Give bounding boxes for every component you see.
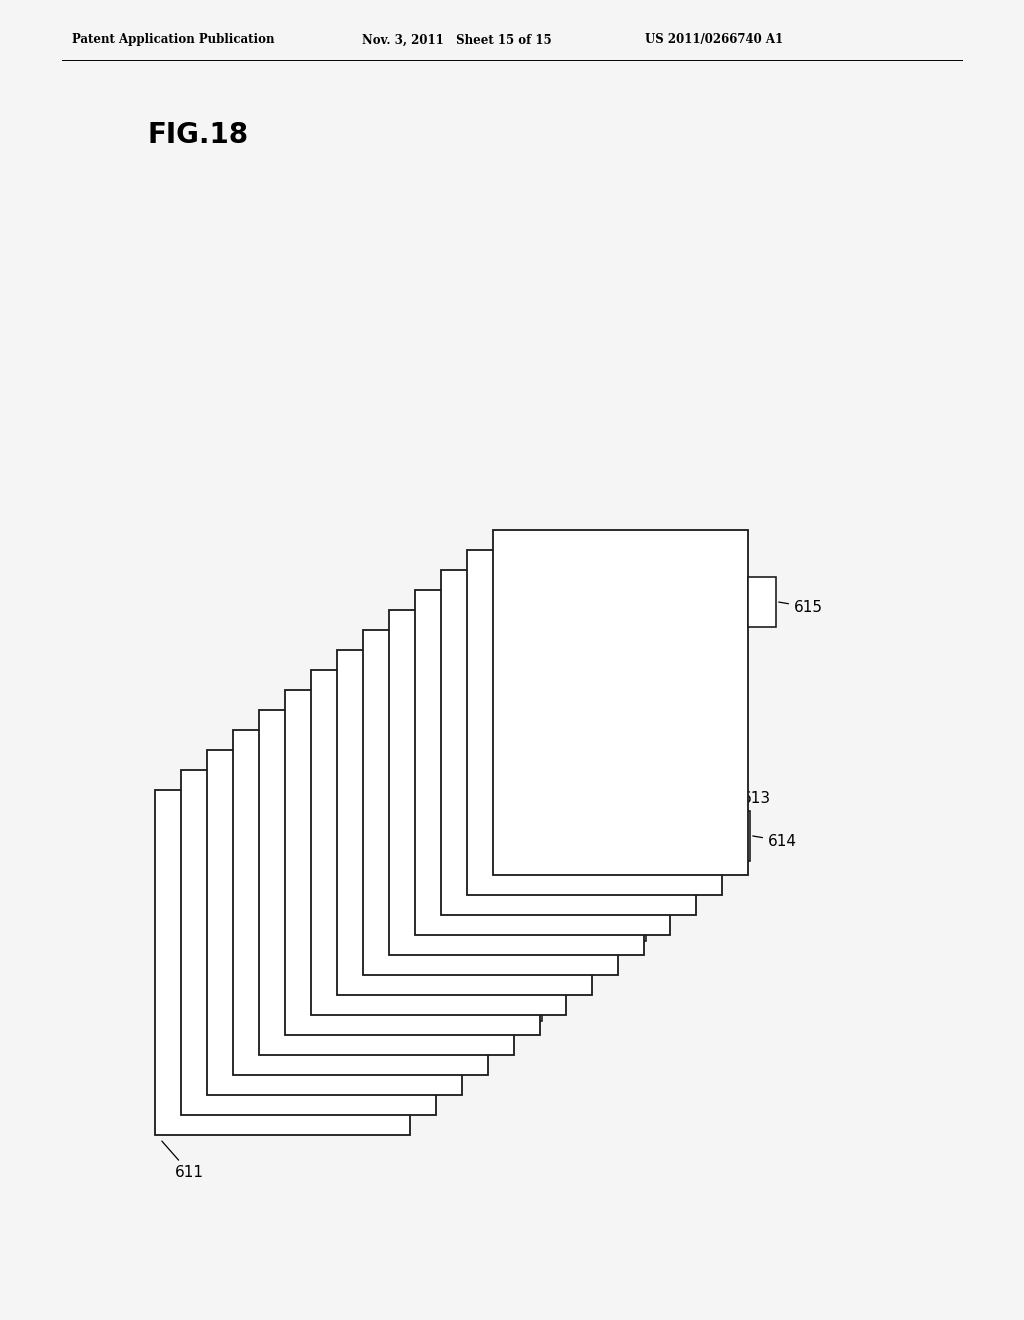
Text: 611: 611: [162, 1140, 204, 1180]
Bar: [181, 770, 436, 1115]
Text: 615: 615: [505, 929, 553, 953]
Bar: [337, 649, 592, 995]
Text: Patent Application Publication: Patent Application Publication: [72, 33, 274, 46]
Bar: [722, 810, 750, 861]
Bar: [748, 577, 776, 627]
Bar: [415, 590, 670, 935]
Text: 614: 614: [753, 833, 797, 849]
Bar: [155, 789, 410, 1135]
Bar: [467, 550, 722, 895]
Bar: [259, 710, 514, 1055]
Text: 612: 612: [700, 735, 745, 751]
Bar: [311, 671, 566, 1015]
Bar: [233, 730, 488, 1074]
Text: 615: 615: [778, 599, 823, 615]
Text: Nov. 3, 2011   Sheet 15 of 15: Nov. 3, 2011 Sheet 15 of 15: [362, 33, 552, 46]
Bar: [592, 849, 620, 899]
Bar: [436, 817, 464, 867]
Bar: [493, 531, 748, 875]
Text: 613: 613: [453, 818, 501, 845]
Bar: [514, 970, 542, 1020]
Bar: [441, 570, 696, 915]
Bar: [285, 690, 540, 1035]
Text: FIG.18: FIG.18: [148, 121, 249, 149]
Bar: [644, 656, 672, 706]
Text: US 2011/0266740 A1: US 2011/0266740 A1: [645, 33, 783, 46]
Bar: [462, 873, 490, 923]
Bar: [540, 737, 568, 787]
Bar: [618, 891, 646, 940]
Bar: [207, 750, 462, 1096]
Bar: [670, 713, 698, 763]
Bar: [389, 610, 644, 954]
Text: 613: 613: [727, 792, 771, 807]
Text: 614: 614: [478, 874, 527, 900]
Bar: [566, 792, 594, 842]
Bar: [488, 928, 516, 978]
Bar: [362, 630, 618, 975]
Bar: [696, 768, 724, 818]
